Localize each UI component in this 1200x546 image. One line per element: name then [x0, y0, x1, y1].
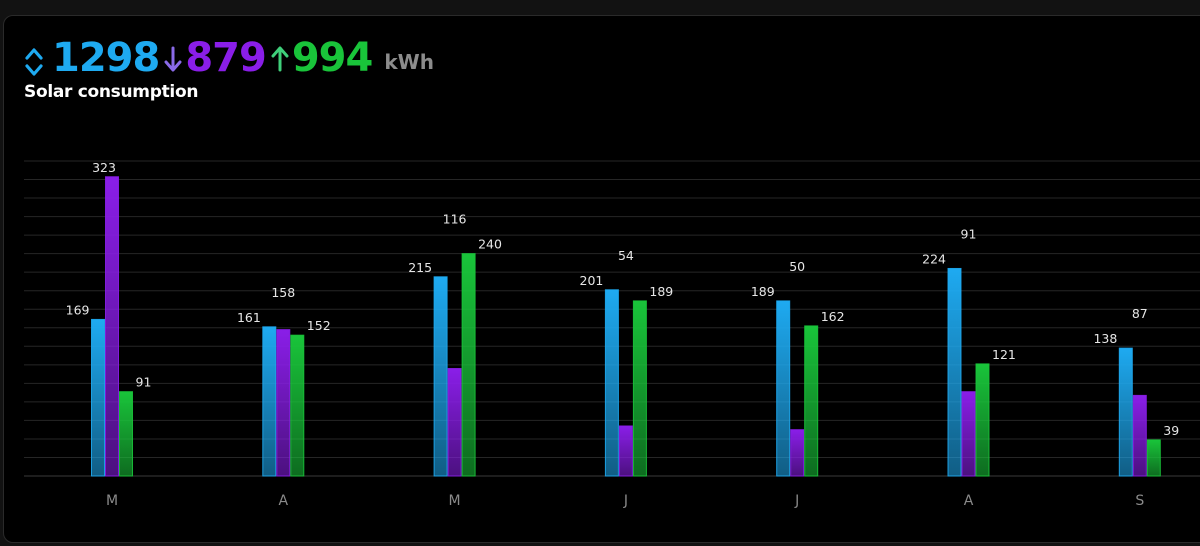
bar-group: 201 54 189 J [580, 248, 674, 509]
x-tick-label: A [279, 493, 289, 509]
bar [461, 253, 476, 477]
bar [947, 267, 962, 477]
x-tick-label: S [1135, 493, 1144, 509]
bar [804, 325, 819, 477]
value-label: 240 [478, 237, 502, 252]
value-label: 91 [961, 226, 977, 241]
bar [119, 391, 133, 477]
bar [447, 368, 462, 477]
value-label: 39 [1163, 423, 1179, 438]
value-label: 201 [580, 273, 604, 288]
bar-group: 215 116 240 M [408, 212, 502, 509]
bar [604, 289, 619, 477]
value-label: 138 [1093, 331, 1117, 346]
bar-chart: 16932391M161158152A215116240M20154189J18… [24, 160, 1200, 509]
bar [91, 318, 105, 477]
bar [1146, 439, 1161, 477]
value-label: 169 [66, 302, 90, 317]
value-label: 189 [751, 284, 775, 299]
value-label: 54 [618, 248, 634, 263]
arrow-up-icon [270, 44, 290, 74]
bar [618, 425, 633, 477]
card-title: Solar consumption [24, 82, 199, 102]
bar [276, 329, 291, 477]
bar [790, 429, 805, 477]
value-label: 161 [237, 310, 261, 325]
bar [961, 391, 976, 477]
bar [1118, 347, 1133, 477]
value-label: 50 [789, 259, 805, 274]
value-label: 189 [649, 284, 673, 299]
stats-row: 1298 879 994 kWh [24, 32, 434, 80]
value-label: 121 [992, 347, 1016, 362]
bar [632, 300, 647, 477]
bar [290, 334, 305, 477]
value-label: 116 [443, 212, 467, 227]
x-tick-label: M [106, 493, 118, 509]
bar [433, 276, 448, 477]
bar-group: 161 158 152 A [237, 285, 331, 509]
value-label: 158 [271, 285, 295, 300]
value-label: 91 [136, 375, 152, 390]
value-label: 152 [307, 318, 331, 333]
up-down-chevron-icon [24, 44, 44, 80]
card-header: 1298 879 994 kWh Solar consumption [24, 32, 434, 102]
arrow-down-icon [163, 44, 183, 74]
value-label: 215 [408, 260, 432, 275]
bar-group: 189 50 162 J [751, 259, 845, 509]
bar [776, 300, 791, 477]
bar [105, 176, 119, 477]
solar-card: 1298 879 994 kWh Solar consumption 169 32… [3, 15, 1200, 543]
total-value: 1298 [52, 35, 160, 81]
bar [262, 326, 277, 477]
value-label: 162 [821, 309, 845, 324]
value-label: 87 [1132, 306, 1148, 321]
value-label: 323 [92, 160, 116, 175]
x-tick-label: M [449, 493, 461, 509]
x-tick-label: A [964, 493, 974, 509]
bar-group: 224 91 121 A [922, 226, 1016, 509]
bar-group: 138 87 39 S [1093, 306, 1179, 509]
bar [975, 363, 990, 477]
x-tick-label: J [623, 493, 628, 509]
bar [1132, 394, 1147, 477]
up-value: 994 [291, 35, 373, 81]
bar-group: 169 323 91 M [66, 160, 152, 509]
unit-label: kWh [384, 50, 434, 74]
down-value: 879 [185, 35, 266, 81]
value-label: 224 [922, 251, 946, 266]
x-tick-label: J [794, 493, 799, 509]
